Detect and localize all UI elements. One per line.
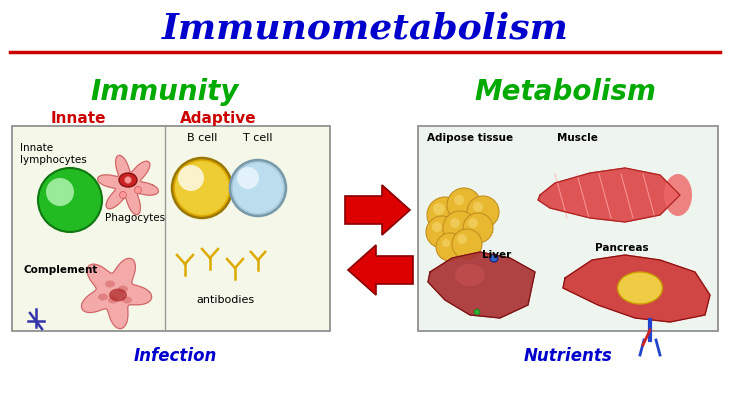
Text: Metabolism: Metabolism	[474, 78, 656, 106]
Circle shape	[427, 197, 463, 233]
Circle shape	[178, 165, 204, 191]
Text: Liver: Liver	[483, 250, 512, 260]
Circle shape	[426, 216, 458, 248]
Text: Immunometabolism: Immunometabolism	[161, 11, 569, 45]
Ellipse shape	[618, 272, 663, 304]
Text: Adipose tissue: Adipose tissue	[427, 133, 513, 143]
Circle shape	[172, 158, 232, 218]
Circle shape	[436, 233, 464, 261]
Ellipse shape	[105, 281, 115, 288]
Circle shape	[38, 168, 102, 232]
Circle shape	[230, 160, 286, 216]
Circle shape	[442, 239, 450, 247]
Circle shape	[443, 211, 477, 245]
Ellipse shape	[109, 288, 127, 302]
Circle shape	[134, 187, 142, 194]
Circle shape	[467, 196, 499, 228]
Circle shape	[120, 192, 126, 199]
Polygon shape	[98, 155, 158, 215]
Text: Innate
lymphocytes: Innate lymphocytes	[20, 143, 87, 165]
Circle shape	[468, 218, 478, 228]
Text: Immunity: Immunity	[91, 78, 239, 106]
Circle shape	[46, 178, 74, 206]
Text: Pancreas: Pancreas	[595, 243, 649, 253]
Text: Innate: Innate	[50, 110, 106, 126]
Ellipse shape	[119, 173, 137, 187]
Ellipse shape	[122, 297, 132, 304]
Text: Infection: Infection	[134, 347, 217, 365]
Circle shape	[432, 222, 442, 232]
FancyBboxPatch shape	[418, 126, 718, 331]
Circle shape	[175, 161, 229, 215]
Text: T cell: T cell	[243, 133, 273, 143]
Text: Complement: Complement	[24, 265, 99, 275]
Text: antibodies: antibodies	[196, 295, 254, 305]
Circle shape	[447, 188, 481, 222]
Circle shape	[233, 163, 283, 213]
Text: Nutrients: Nutrients	[523, 347, 612, 365]
Circle shape	[125, 176, 131, 183]
FancyBboxPatch shape	[12, 126, 330, 331]
Polygon shape	[428, 252, 535, 318]
Circle shape	[237, 167, 259, 189]
Circle shape	[450, 218, 460, 228]
Text: Phagocytes: Phagocytes	[105, 213, 165, 223]
Circle shape	[457, 234, 467, 244]
Ellipse shape	[98, 293, 108, 300]
Circle shape	[473, 202, 483, 212]
Polygon shape	[563, 255, 710, 322]
Circle shape	[452, 229, 482, 259]
Circle shape	[433, 203, 445, 215]
FancyArrow shape	[348, 245, 413, 295]
Ellipse shape	[664, 174, 692, 216]
FancyArrow shape	[345, 185, 410, 235]
Text: Adaptive: Adaptive	[180, 110, 256, 126]
Polygon shape	[538, 168, 680, 222]
Circle shape	[463, 213, 493, 243]
Ellipse shape	[108, 297, 118, 304]
Ellipse shape	[455, 264, 485, 286]
Text: B cell: B cell	[187, 133, 218, 143]
Text: Muscle: Muscle	[556, 133, 597, 143]
Circle shape	[454, 195, 464, 205]
Circle shape	[490, 254, 498, 262]
Ellipse shape	[118, 286, 128, 293]
Circle shape	[474, 309, 480, 315]
Polygon shape	[82, 258, 152, 329]
